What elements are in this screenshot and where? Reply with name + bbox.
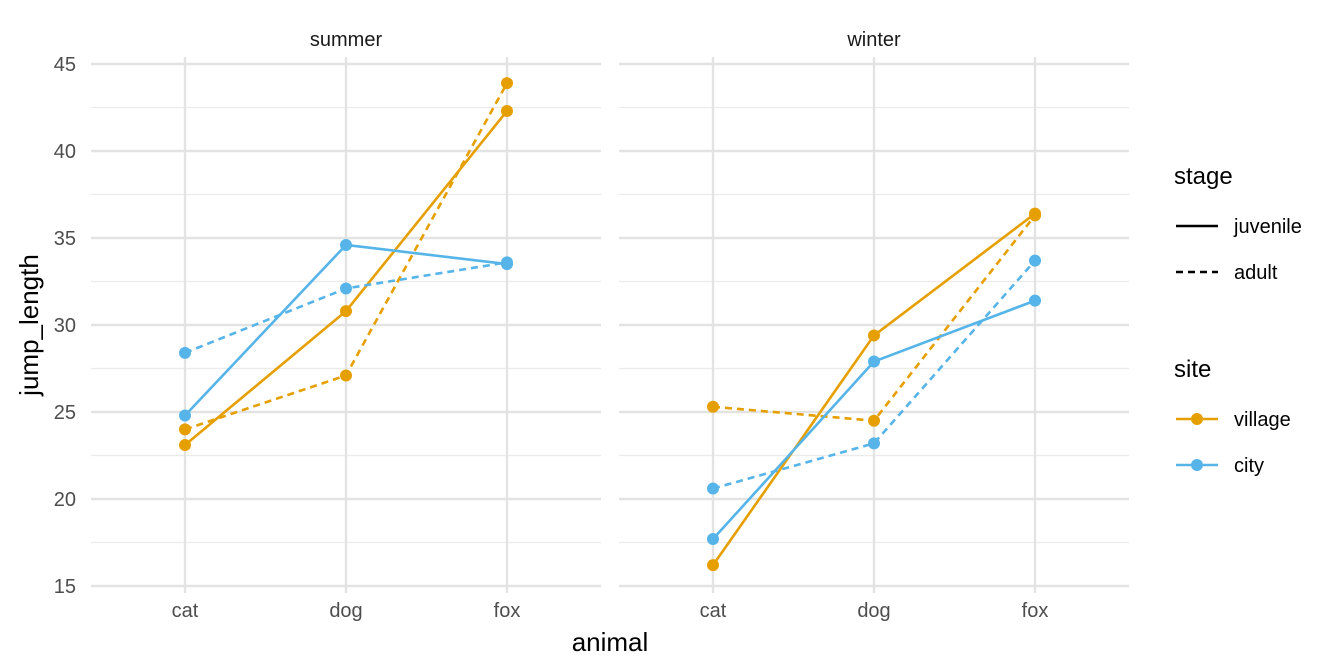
- data-point-city-juvenile: [868, 355, 880, 368]
- data-point-city-adult: [868, 437, 880, 450]
- y-tick-label: 30: [54, 315, 76, 337]
- data-point-city-adult: [179, 346, 191, 359]
- data-point-village-juvenile: [179, 439, 191, 452]
- data-point-city-juvenile: [707, 533, 719, 546]
- data-point-village-adult: [1029, 209, 1041, 222]
- y-tick-label: 35: [54, 228, 76, 250]
- legend-label-city: city: [1234, 455, 1264, 477]
- x-axis-title: animal: [572, 627, 649, 657]
- data-point-city-juvenile: [179, 409, 191, 422]
- y-axis-title: jump_length: [14, 254, 44, 397]
- data-point-village-adult: [179, 423, 191, 436]
- x-tick-label-dog: dog: [329, 600, 362, 622]
- data-point-village-juvenile: [340, 305, 352, 318]
- data-point-village-adult: [501, 77, 513, 90]
- legend-site-title: site: [1174, 356, 1211, 383]
- y-tick-label: 15: [54, 576, 76, 598]
- data-point-village-adult: [340, 369, 352, 382]
- data-point-city-juvenile: [340, 238, 352, 251]
- data-point-city-juvenile: [1029, 294, 1041, 307]
- x-tick-label-fox: fox: [1022, 600, 1049, 622]
- y-tick-label: 45: [54, 54, 76, 76]
- data-point-village-juvenile: [868, 329, 880, 342]
- legend-stage: stage juvenile adult: [1174, 163, 1302, 284]
- data-point-village-juvenile: [707, 559, 719, 572]
- data-point-village-juvenile: [501, 104, 513, 117]
- data-point-village-adult: [868, 414, 880, 427]
- y-tick-label: 40: [54, 141, 76, 163]
- legend-label-village: village: [1234, 409, 1291, 431]
- x-tick-label-dog: dog: [857, 600, 890, 622]
- y-tick-label: 20: [54, 489, 76, 511]
- legend-key-point-village: [1191, 413, 1203, 425]
- data-point-city-adult: [340, 282, 352, 295]
- series-line-city-adult: [712, 259, 1036, 490]
- legend-label-adult: adult: [1234, 262, 1278, 284]
- x-tick-label-cat: cat: [700, 600, 727, 622]
- legend-label-juvenile: juvenile: [1233, 216, 1302, 238]
- chart-panels: summer cat dog fox 15 20 25 30 35 40 45 winter cat do…: [54, 29, 1129, 622]
- y-tick-label: 25: [54, 402, 76, 424]
- x-tick-label-fox: fox: [494, 600, 521, 622]
- legend-stage-title: stage: [1174, 163, 1233, 190]
- facet-label-winter: winter: [846, 29, 901, 51]
- x-tick-label-cat: cat: [172, 600, 199, 622]
- facet-panel-summer: summer cat dog fox 15 20 25 30 35 40 45: [54, 29, 601, 622]
- facet-label-summer: summer: [310, 29, 383, 51]
- data-point-city-adult: [707, 482, 719, 495]
- facet-panel-winter: winter cat dog fox: [619, 29, 1129, 622]
- legend-site: site village city: [1174, 356, 1291, 477]
- data-point-city-adult: [1029, 254, 1041, 267]
- legend-key-point-city: [1191, 459, 1203, 471]
- data-point-city-adult: [501, 256, 513, 269]
- data-point-village-adult: [707, 400, 719, 413]
- legend: stage juvenile adult site village city: [1174, 163, 1302, 477]
